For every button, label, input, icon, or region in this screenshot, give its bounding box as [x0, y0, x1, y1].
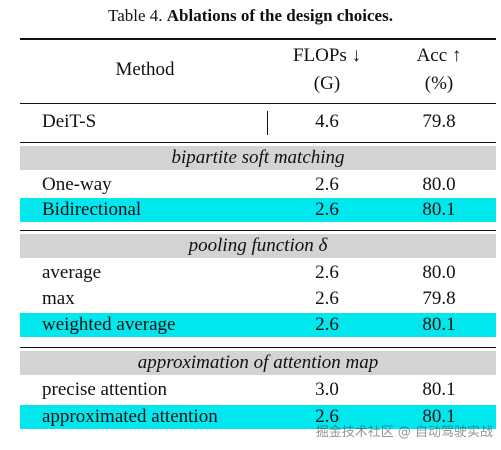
column-divider: [267, 111, 268, 135]
baseline-method: DeiT-S: [42, 111, 97, 132]
section-title: bipartite soft matching: [171, 147, 345, 168]
section-band: [20, 234, 496, 258]
section-band: [20, 146, 496, 170]
baseline-acc: 79.8: [422, 111, 456, 132]
row-method: Bidirectional: [42, 199, 142, 220]
row-flops: 3.0: [315, 379, 339, 400]
caption-prefix: Table 4.: [108, 6, 163, 25]
row-method: precise attention: [42, 379, 168, 400]
header-acc: Acc ↑: [416, 45, 462, 66]
row-flops: 2.6: [315, 314, 339, 335]
row-flops: 2.6: [315, 262, 339, 283]
baseline-flops: 4.6: [315, 111, 339, 132]
row-method: average: [42, 262, 102, 283]
section-rule: [20, 347, 496, 348]
row-acc: 80.0: [422, 262, 456, 283]
row-flops: 2.6: [315, 174, 339, 195]
row-method: weighted average: [42, 314, 176, 335]
row-method: One-way: [42, 174, 112, 195]
highlight-row-bg: [20, 198, 496, 222]
section-band: [20, 351, 496, 375]
top-rule: [20, 38, 496, 40]
row-acc: 80.1: [422, 406, 456, 427]
row-flops: 2.6: [315, 199, 339, 220]
row-acc: 79.8: [422, 288, 456, 309]
row-acc: 80.1: [422, 379, 456, 400]
section-title: approximation of attention map: [137, 352, 379, 373]
section-title: pooling function δ: [188, 235, 328, 256]
row-flops: 2.6: [315, 406, 339, 427]
row-acc: 80.1: [422, 199, 456, 220]
highlight-row-bg: [20, 313, 496, 337]
table-caption: Table 4. Ablations of the design choices…: [0, 6, 501, 26]
row-flops: 2.6: [315, 288, 339, 309]
header-acc-unit: (%): [424, 73, 454, 94]
row-method: approximated attention: [42, 406, 218, 427]
section-rule: [20, 142, 496, 143]
row-acc: 80.0: [422, 174, 456, 195]
highlight-row-bg: [20, 405, 496, 429]
caption-title: Ablations of the design choices.: [166, 6, 393, 25]
row-acc: 80.1: [422, 314, 456, 335]
header-method: Method: [115, 59, 175, 80]
header-flops: FLOPs ↓: [292, 45, 362, 66]
section-rule: [20, 230, 496, 231]
watermark: 掘金技术社区 @ 自动驾驶实战: [315, 425, 493, 440]
header-rule: [20, 103, 496, 104]
header-flops-unit: (G): [313, 73, 341, 94]
row-method: max: [42, 288, 75, 309]
